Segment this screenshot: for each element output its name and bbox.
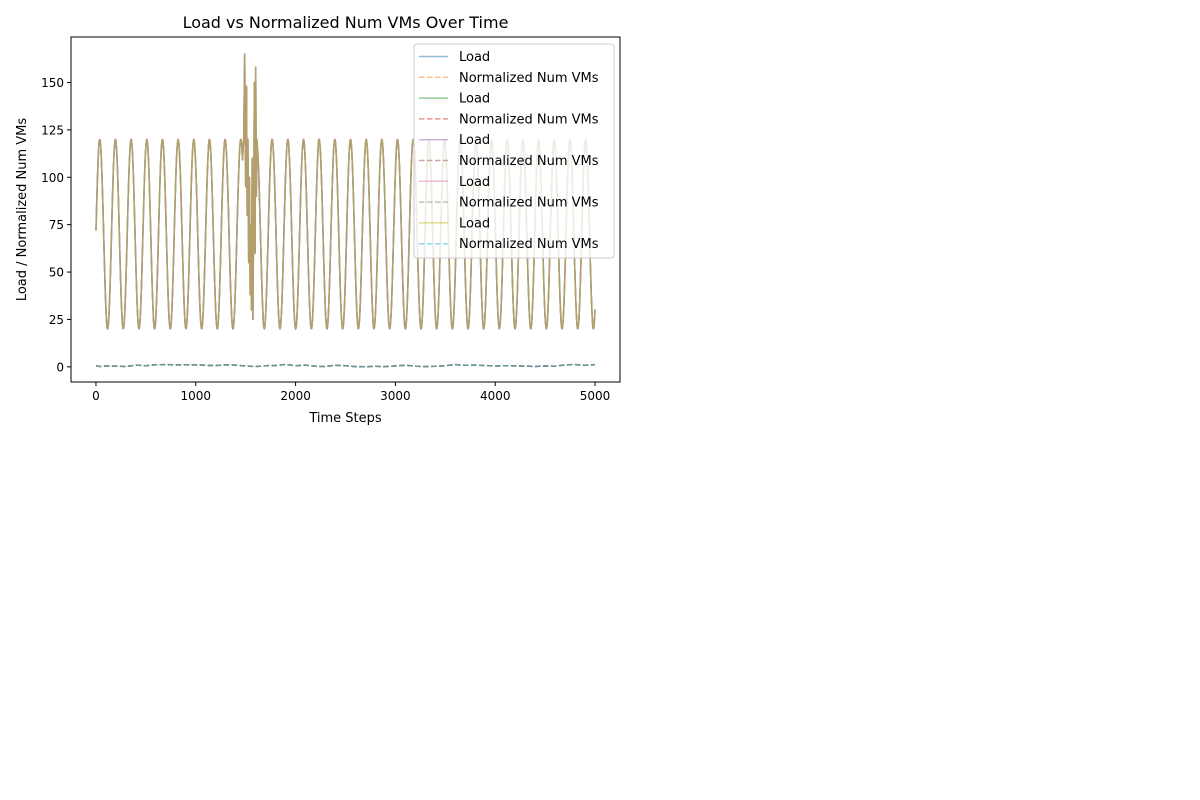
x-tick-label: 0 — [92, 389, 100, 403]
plot-frame — [70, 36, 621, 383]
series-line-10 — [95, 363, 596, 368]
plot-lines — [95, 53, 596, 368]
legend-label: Normalized Num VMs — [459, 71, 599, 86]
y-tick-label: 150 — [41, 76, 64, 90]
y-axis-ticks: 0 25 50 75 100 125 150 — [41, 76, 71, 374]
y-tick-label: 50 — [49, 266, 64, 280]
x-tick-label: 2000 — [280, 389, 311, 403]
y-tick-label: 125 — [41, 123, 64, 137]
y-tick-label: 25 — [49, 313, 64, 327]
legend-label: Normalized Num VMs — [459, 154, 599, 169]
x-tick-label: 3000 — [380, 389, 411, 403]
legend-label: Load — [459, 92, 490, 107]
legend-label: Normalized Num VMs — [459, 196, 599, 211]
y-tick-label: 0 — [56, 360, 64, 374]
legend: Load Normalized Num VMs Load Normalized Num… — [413, 43, 615, 259]
legend-label: Load — [459, 133, 490, 148]
y-tick-label: 100 — [41, 171, 64, 185]
legend-label: Load — [459, 175, 490, 190]
legend-label: Load — [459, 50, 490, 65]
series-line-9 — [95, 53, 596, 330]
chart-title: Load vs Normalized Num VMs Over Time — [183, 13, 509, 32]
legend-label: Normalized Num VMs — [459, 237, 599, 252]
y-tick-label: 75 — [49, 218, 64, 232]
x-tick-label: 4000 — [480, 389, 511, 403]
y-axis-label: Load / Normalized Num VMs — [15, 118, 30, 302]
x-tick-label: 5000 — [580, 389, 611, 403]
x-axis-ticks: 0 1000 2000 3000 4000 5000 — [92, 382, 610, 403]
legend-label: Load — [459, 216, 490, 231]
legend-box — [413, 43, 615, 259]
x-tick-label: 1000 — [180, 389, 211, 403]
x-axis-label: Time Steps — [308, 411, 382, 426]
legend-label: Normalized Num VMs — [459, 112, 599, 127]
